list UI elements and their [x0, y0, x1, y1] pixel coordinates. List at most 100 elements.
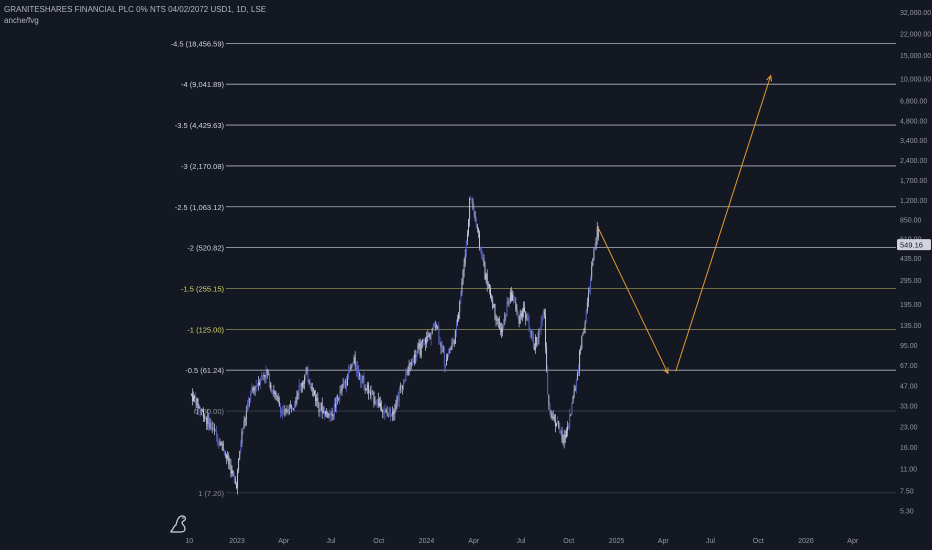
candle-body [270, 385, 271, 388]
candle-body [201, 410, 203, 411]
candle-body [249, 398, 251, 401]
candle-body [271, 385, 273, 393]
candle-body [534, 347, 535, 350]
candle-body [273, 390, 275, 394]
candle-body [466, 233, 468, 241]
price-tick-label: 295.00 [900, 278, 922, 285]
candle-body [304, 376, 306, 384]
candle-body [308, 380, 310, 383]
candle-body [468, 219, 469, 234]
candle-body [521, 311, 523, 317]
candle-body [496, 319, 498, 321]
candle-body [520, 313, 522, 317]
indicator-label[interactable]: anche/fvg [4, 16, 39, 25]
candle-body [330, 411, 332, 416]
candle-body [340, 390, 342, 392]
time-axis[interactable]: 10 2023 Apr Jul Oct 2024 Apr Jul Oct 2025 Apr Jul Oc… [185, 538, 859, 545]
time-tick-label: Apr [847, 538, 859, 545]
candle-body [476, 224, 478, 229]
candle-body [299, 384, 301, 386]
candle-body [455, 322, 457, 331]
candle-body [327, 412, 329, 417]
candle-body [303, 382, 304, 384]
candle-body [557, 420, 559, 424]
candle-body [252, 387, 254, 391]
candle-body [512, 294, 513, 301]
candle-body [255, 385, 257, 390]
candle-body [239, 451, 241, 460]
candle-body [414, 354, 416, 363]
candle-body [331, 411, 333, 417]
candle-body [326, 411, 328, 413]
time-tick-label: Apr [658, 538, 670, 545]
price-tick-label: 850.00 [900, 218, 922, 225]
candle-body [526, 318, 528, 320]
candle-body [221, 443, 223, 444]
candle-body [529, 329, 531, 331]
time-tick-label: Apr [278, 538, 290, 545]
candle-body [205, 418, 207, 419]
candle-body [480, 246, 482, 249]
candle-body [469, 198, 471, 220]
projection-arrow[interactable] [596, 225, 669, 374]
candle-body [275, 392, 277, 396]
candle-body [506, 301, 508, 317]
candle-body [518, 317, 520, 324]
candle-body [499, 328, 501, 330]
candle-body [191, 393, 193, 402]
candle-body [538, 330, 540, 338]
candle-body [591, 265, 593, 278]
candle-body [523, 307, 524, 312]
candle-body [392, 411, 394, 416]
candle-body [413, 361, 414, 363]
candle-body [301, 382, 303, 387]
price-tick-label: 11.00 [900, 467, 917, 474]
candle-body [351, 365, 353, 367]
price-axis[interactable]: 32,000.00 22,000.00 15,000.00 10,000.00 6,80… [897, 10, 931, 515]
candle-body [238, 459, 240, 471]
symbol-title: GRANITESHARES FINANCIAL PLC 0% NTS 04/02… [4, 5, 267, 14]
arrow-head [766, 74, 773, 82]
candle-body [222, 443, 224, 451]
candle-body [285, 409, 287, 411]
candle-body [567, 426, 568, 432]
candle-body [483, 257, 485, 267]
candle-body [195, 398, 197, 406]
price-tick-label: 435.00 [900, 256, 922, 263]
candle-body [361, 378, 363, 385]
candle-body [547, 371, 549, 395]
candle-body [426, 336, 428, 344]
candle-body [197, 398, 199, 408]
candle-body [488, 284, 490, 289]
fib-label: -4.5 (18,456.59) [171, 39, 225, 48]
current-price-label: 549.16 [900, 241, 923, 250]
candle-body [228, 455, 230, 465]
candle-body [440, 343, 442, 348]
candle-body [253, 388, 255, 391]
candle-body [248, 400, 249, 403]
dinosaur-icon[interactable] [168, 512, 190, 534]
candle-body [503, 320, 505, 330]
time-tick-label: 10 [185, 538, 193, 545]
candle-body [464, 255, 466, 264]
candle-body [429, 334, 431, 340]
fib-label: 0 (30.00) [194, 407, 225, 416]
candle-body [421, 339, 423, 343]
candle-body [536, 336, 538, 346]
candle-body [459, 301, 461, 313]
candle-body [342, 383, 344, 386]
candle-body [515, 302, 517, 310]
candle-body [568, 426, 570, 428]
candle-body [571, 402, 573, 415]
candle-body [451, 342, 453, 348]
candle-body [244, 418, 246, 422]
candle-body [454, 330, 456, 345]
projection-arrows [596, 74, 773, 375]
candle-body [551, 414, 553, 418]
candle-body [337, 396, 339, 399]
projection-arrow[interactable] [675, 75, 772, 372]
candle-body [543, 311, 545, 316]
candle-body [592, 259, 594, 266]
candle-body [560, 430, 562, 434]
